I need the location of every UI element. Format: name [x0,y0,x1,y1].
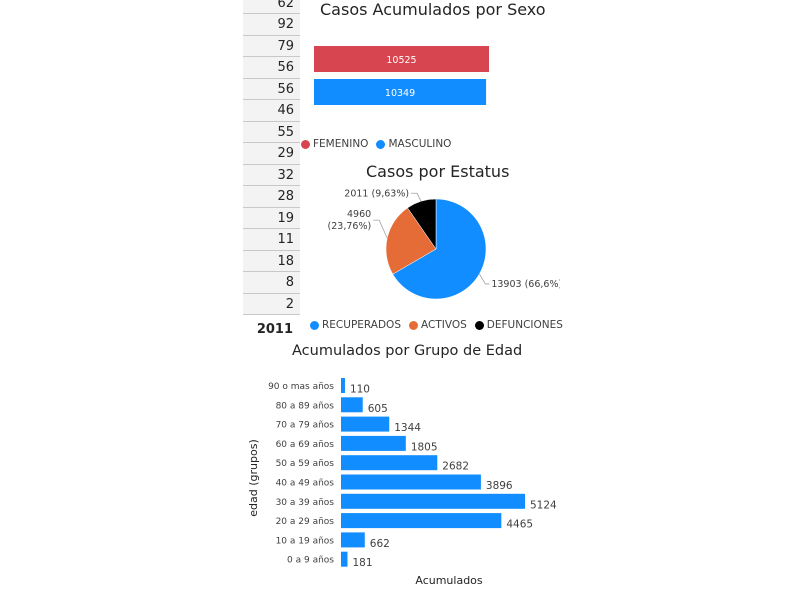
defunciones-dot-icon [474,320,484,330]
bar-value-label: 5124 [530,499,557,511]
bar-age-group [341,435,406,451]
bar-age-group [341,513,502,529]
number-cell: 62 [243,0,300,14]
bar-age-group [341,474,481,490]
bar-value-label: 10349 [385,88,415,99]
bar-value-label: 605 [368,403,388,415]
bar-age-group [341,551,348,567]
number-cell: 8 [243,272,300,294]
bar-femenino [314,46,489,72]
bar-age-group [341,493,525,509]
category-label: 60 a 69 años [276,440,335,450]
left-number-column: 62 92 79 56 56 46 55 29 32 28 19 11 18 8… [243,0,300,315]
number-total: 2011 [256,322,293,337]
number-cell: 55 [243,121,300,143]
activos-dot-icon [408,320,418,330]
legend-label: FEMENINO [313,138,369,150]
number-cell: 46 [243,100,300,122]
legend-item-activos[interactable]: ACTIVOS [408,319,467,331]
leader-line [479,273,490,285]
category-label: 70 a 79 años [276,421,335,431]
pie-slice-defunciones [407,198,437,250]
bar-value-label: 1344 [394,422,421,434]
number-cell: 32 [243,164,300,186]
x-axis-title: Acumulados [415,574,483,587]
number-cell: 28 [243,186,300,208]
category-label: 0 a 9 años [287,556,334,566]
y-axis-title: edad (grupos) [247,439,260,516]
sex-bar-chart: 10525 10349 [314,46,489,105]
bar-masculino [314,79,487,105]
legend-item-masculino[interactable]: MASCULINO [376,138,451,150]
age-chart-title: Acumulados por Grupo de Edad [292,343,523,359]
bar-age-group [341,378,345,393]
bar-value-label: 10525 [386,55,416,66]
pie-slice-activos [385,207,437,275]
number-cell: 56 [243,78,300,100]
number-cell: 11 [243,229,300,251]
category-label: 90 o mas años [268,382,334,392]
bar-age-group [341,416,390,432]
legend-label: DEFUNCIONES [486,319,563,331]
category-label: 30 a 39 años [276,498,335,508]
leader-line [411,192,422,202]
status-legend: RECUPERADOS ACTIVOS DEFUNCIONES [310,319,571,331]
category-label: 80 a 89 años [276,401,335,411]
bar-age-group [341,532,365,548]
pie-label-recuperados: 13903 (66,6%) [491,279,560,290]
femenino-dot-icon [301,139,310,149]
category-label: 40 a 49 años [276,479,335,489]
sex-legend: FEMENINO MASCULINO [301,138,459,150]
number-cell: 2 [243,293,300,315]
bar-age-group [341,397,363,413]
category-label: 10 a 19 años [276,536,335,546]
status-chart-title: Casos por Estatus [366,162,510,181]
age-bar-chart: 90 o mas años 110 80 a 89 años 605 70 a 79 a… [247,378,557,587]
status-pie-chart: 13903 (66,6%) 4960(23,76%) 2011 (9,63%) [328,188,560,300]
bar-value-label: 4465 [506,519,533,531]
number-cell: 79 [243,35,300,57]
number-cell: 19 [243,207,300,229]
legend-item-defunciones[interactable]: DEFUNCIONES [474,319,563,331]
number-cell: 56 [243,57,300,79]
category-label: 20 a 29 años [276,517,335,527]
legend-item-femenino[interactable]: FEMENINO [301,138,368,150]
legend-label: RECUPERADOS [322,319,401,331]
legend-item-recuperados[interactable]: RECUPERADOS [310,319,401,331]
sex-chart-title: Casos Acumulados por Sexo [320,0,546,19]
pie-slice-recuperados [392,198,487,300]
bar-age-group [341,455,438,471]
number-cell: 18 [243,250,300,272]
masculino-dot-icon [376,139,386,149]
bar-value-label: 110 [350,384,370,396]
bar-value-label: 2682 [442,461,469,473]
leader-line [373,219,388,239]
number-cell: 92 [243,14,300,36]
number-cell: 29 [243,143,300,165]
pie-label-activos-percent: (23,76%) [328,221,372,232]
pie-label-defunciones: 2011 (9,63%) [344,188,409,199]
category-label: 50 a 59 años [276,459,335,469]
pie-label-activos-value: 4960 [347,209,371,220]
recuperados-dot-icon [310,320,319,330]
bar-value-label: 3896 [486,480,513,492]
bar-value-label: 181 [352,557,372,569]
bar-value-label: 662 [370,538,390,550]
legend-label: ACTIVOS [420,319,467,331]
bar-value-label: 1805 [411,441,438,453]
legend-label: MASCULINO [388,138,452,150]
